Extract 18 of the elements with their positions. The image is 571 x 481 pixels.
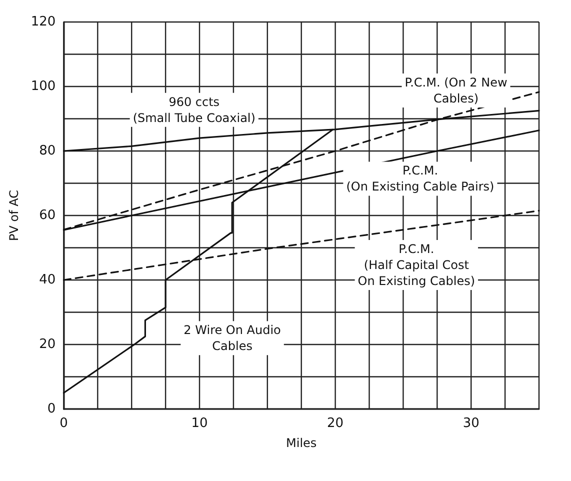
x-tick-label: 30 bbox=[462, 416, 480, 431]
y-tick-label: 120 bbox=[30, 14, 56, 30]
y-axis-title: PV of AC bbox=[7, 190, 21, 242]
y-tick-label: 60 bbox=[39, 208, 56, 223]
y-tick-label: 40 bbox=[39, 272, 56, 288]
y-tick-label: 20 bbox=[39, 337, 56, 352]
annotation: P.C.M. (On 2 New Cables) bbox=[404, 76, 508, 106]
x-tick-label: 20 bbox=[327, 416, 344, 431]
y-tick-label: 100 bbox=[30, 79, 56, 94]
x-tick-label: 0 bbox=[60, 416, 68, 431]
annotation: P.C.M. (On Existing Cable Pairs) bbox=[346, 164, 494, 194]
annotation: P.C.M. (Half Capital Cost On Existing Cables) bbox=[358, 242, 476, 288]
x-axis-title: Miles bbox=[286, 436, 317, 450]
annotation: 2 Wire On Audio Cables bbox=[184, 323, 281, 354]
y-tick-label: 80 bbox=[39, 144, 56, 158]
y-tick-label: 0 bbox=[47, 402, 56, 416]
x-tick-label: 10 bbox=[191, 416, 208, 431]
annotation: 960 ccts (Small Tube Coaxial) bbox=[132, 94, 256, 125]
